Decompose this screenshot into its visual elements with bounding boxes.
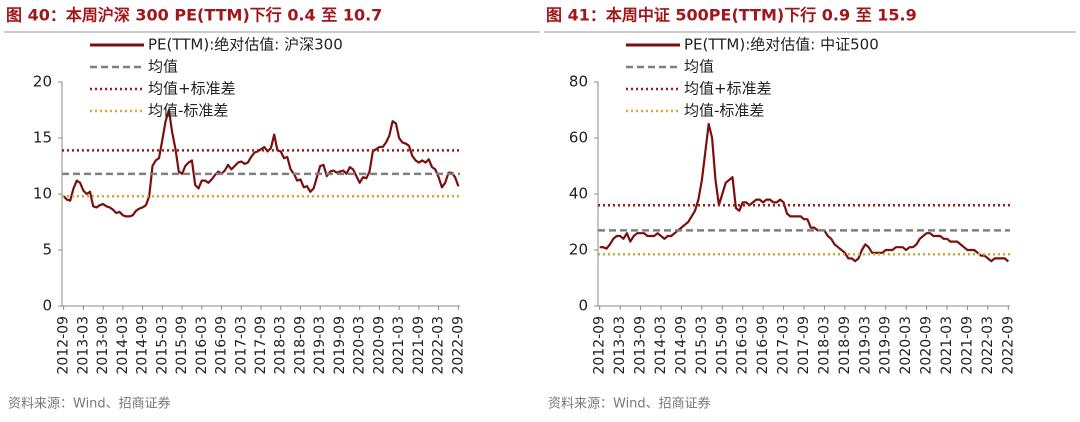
x-tick-label: 2016-09 xyxy=(755,316,771,375)
x-tick-label: 2019-09 xyxy=(878,316,894,375)
source: 资料来源：Wind、招商证券 xyxy=(8,396,171,412)
pe-line xyxy=(62,108,460,218)
y-tick-label: 5 xyxy=(42,241,52,259)
x-tick-label: 2012-09 xyxy=(56,316,72,375)
x-tick-label: 2020-09 xyxy=(919,316,935,375)
x-tick-label: 2013-09 xyxy=(633,316,649,375)
y-tick-label: 20 xyxy=(33,73,52,91)
x-tick-label: 2016-03 xyxy=(194,316,210,375)
x-tick-label: 2022-03 xyxy=(431,316,447,375)
x-tick-label: 2014-03 xyxy=(653,316,669,375)
x-tick-label: 2018-03 xyxy=(273,316,289,375)
chart-title: 图 40：本周沪深 300 PE(TTM)下行 0.4 至 10.7 xyxy=(6,6,382,25)
x-tick-label: 2015-03 xyxy=(694,316,710,375)
y-tick-label: 20 xyxy=(569,241,588,259)
x-tick-label: 2019-03 xyxy=(312,316,328,375)
y-tick-label: 60 xyxy=(569,129,588,147)
legend-label: PE(TTM):绝对估值: 沪深300 xyxy=(148,36,343,54)
legend-label: 均值+标准差 xyxy=(148,80,236,98)
y-tick-label: 80 xyxy=(569,73,588,91)
x-tick-label: 2021-03 xyxy=(939,316,955,375)
x-tick-label: 2013-03 xyxy=(612,316,628,375)
y-tick-label: 10 xyxy=(33,185,52,203)
x-tick-label: 2021-09 xyxy=(411,316,427,375)
x-tick-label: 2014-09 xyxy=(673,316,689,375)
x-tick-label: 2015-03 xyxy=(154,316,170,375)
legend-label: 均值 xyxy=(148,58,178,76)
legend-label: 均值-标准差 xyxy=(148,102,228,120)
chart-title: 图 41：本周中证 500PE(TTM)下行 0.9 至 15.9 xyxy=(546,6,917,25)
x-tick-label: 2019-09 xyxy=(332,316,348,375)
x-tick-label: 2013-09 xyxy=(95,316,111,375)
legend-label: 均值+标准差 xyxy=(684,80,772,98)
x-tick-label: 2016-09 xyxy=(214,316,230,375)
x-tick-label: 2021-09 xyxy=(959,316,975,375)
legend-label: 均值-标准差 xyxy=(684,102,764,120)
pe-line xyxy=(599,122,1010,263)
x-tick-label: 2020-03 xyxy=(352,316,368,375)
x-tick-label: 2018-09 xyxy=(292,316,308,375)
x-tick-label: 2021-03 xyxy=(391,316,407,375)
x-tick-label: 2017-09 xyxy=(253,316,269,375)
x-tick-label: 2022-03 xyxy=(980,316,996,375)
x-tick-label: 2014-03 xyxy=(115,316,131,375)
x-tick-label: 2013-03 xyxy=(75,316,91,375)
x-tick-label: 2020-09 xyxy=(371,316,387,375)
x-tick-label: 2020-03 xyxy=(898,316,914,375)
x-tick-label: 2022-09 xyxy=(1000,316,1016,375)
x-tick-label: 2015-09 xyxy=(714,316,730,375)
x-tick-label: 2015-09 xyxy=(174,316,190,375)
y-tick-label: 0 xyxy=(42,297,52,315)
x-tick-label: 2016-03 xyxy=(735,316,751,375)
x-tick-label: 2014-09 xyxy=(135,316,151,375)
x-tick-label: 2022-09 xyxy=(450,316,466,375)
legend-label: 均值 xyxy=(684,58,714,76)
x-tick-label: 2018-03 xyxy=(816,316,832,375)
legend-label: PE(TTM):绝对估值: 中证500 xyxy=(684,36,879,54)
source: 资料来源：Wind、招商证券 xyxy=(548,396,711,412)
x-tick-label: 2017-03 xyxy=(233,316,249,375)
x-tick-label: 2017-03 xyxy=(776,316,792,375)
x-tick-label: 2019-03 xyxy=(857,316,873,375)
y-tick-label: 15 xyxy=(33,129,52,147)
x-tick-label: 2017-09 xyxy=(796,316,812,375)
x-tick-label: 2018-09 xyxy=(837,316,853,375)
y-tick-label: 40 xyxy=(569,185,588,203)
x-tick-label: 2012-09 xyxy=(592,316,608,375)
y-tick-label: 0 xyxy=(578,297,588,315)
